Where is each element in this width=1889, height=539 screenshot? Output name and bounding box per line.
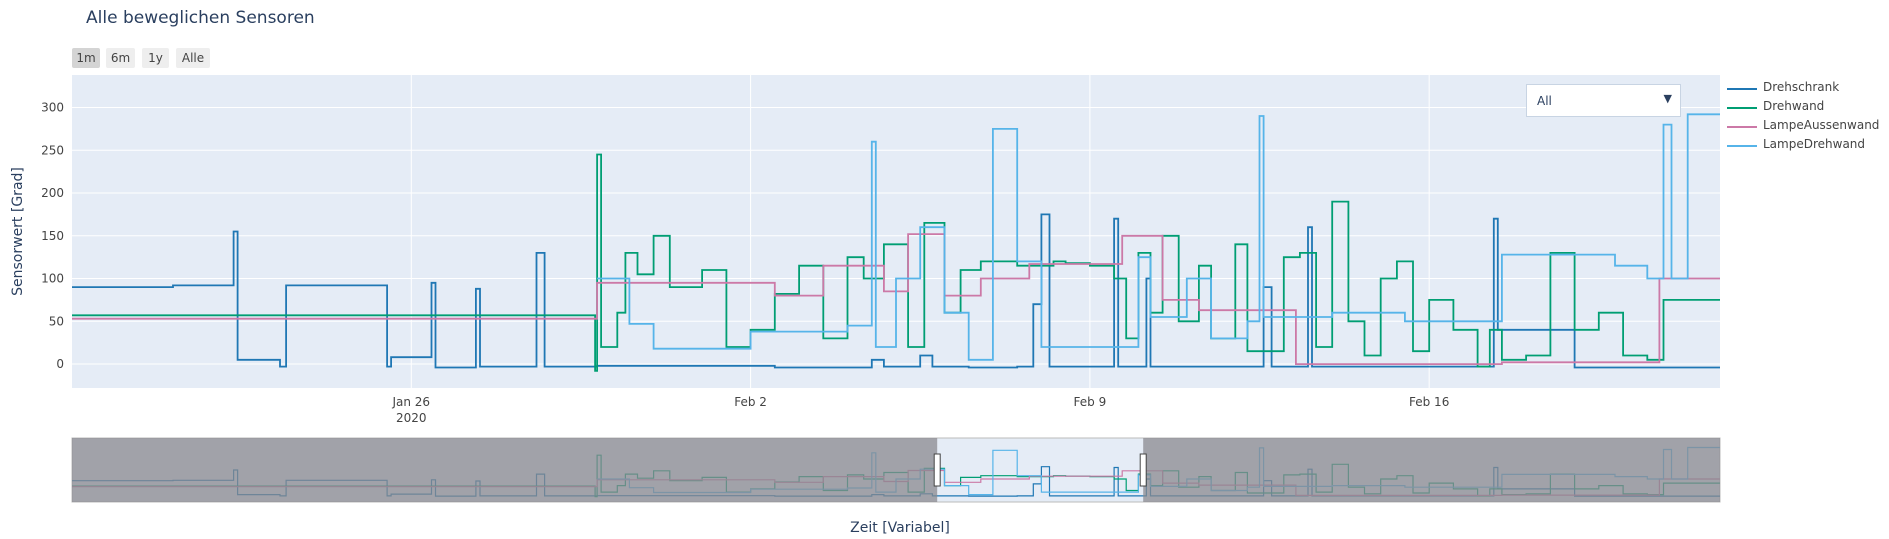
legend-label: LampeDrehwand (1763, 137, 1866, 151)
legend-label: Drehwand (1763, 99, 1825, 113)
legend-swatch (1727, 107, 1757, 109)
y-tick-label: 250 (41, 143, 64, 157)
legend-swatch (1727, 88, 1757, 90)
range-button-1y[interactable]: 1y (142, 48, 169, 68)
dropdown-value: All (1537, 94, 1552, 108)
y-tick-label: 300 (41, 100, 64, 114)
slider-mask-right (1143, 438, 1720, 502)
range-button-6m[interactable]: 6m (106, 48, 135, 68)
x-tick-label: Feb 16 (1409, 395, 1449, 409)
y-tick-label: 150 (41, 229, 64, 243)
y-tick-label: 0 (56, 357, 64, 371)
legend-label: LampeAussenwand (1763, 118, 1880, 132)
y-tick-label: 50 (49, 314, 64, 328)
x-tick-label: Feb 9 (1074, 395, 1107, 409)
series-line-lampedrehwand (597, 113, 1720, 361)
series-line-lampeaussenwand (72, 233, 1720, 365)
slider-handle-right[interactable] (1139, 453, 1147, 487)
slider-handle-left[interactable] (933, 453, 941, 487)
range-button-alle[interactable]: Alle (176, 48, 210, 68)
x-tick-sublabel: 2020 (396, 411, 427, 425)
series-line-drehschrank (72, 213, 1720, 369)
x-tick-label: Jan 26 (391, 395, 430, 409)
range-button-1m[interactable]: 1m (72, 48, 100, 68)
legend-swatch (1727, 145, 1757, 147)
series-dropdown[interactable]: All ▼ (1526, 84, 1681, 117)
chevron-down-icon: ▼ (1663, 92, 1672, 105)
page-title: Alle beweglichen Sensoren (86, 8, 315, 28)
y-axis-title: Sensorwert [Grad] (10, 167, 26, 296)
y-tick-label: 100 (41, 272, 64, 286)
legend-label: Drehschrank (1763, 80, 1840, 94)
x-tick-label: Feb 2 (734, 395, 767, 409)
y-tick-label: 200 (41, 186, 64, 200)
slider-mask-left (72, 438, 938, 502)
x-axis-title: Zeit [Variabel] (850, 520, 950, 536)
legend-swatch (1727, 126, 1757, 128)
